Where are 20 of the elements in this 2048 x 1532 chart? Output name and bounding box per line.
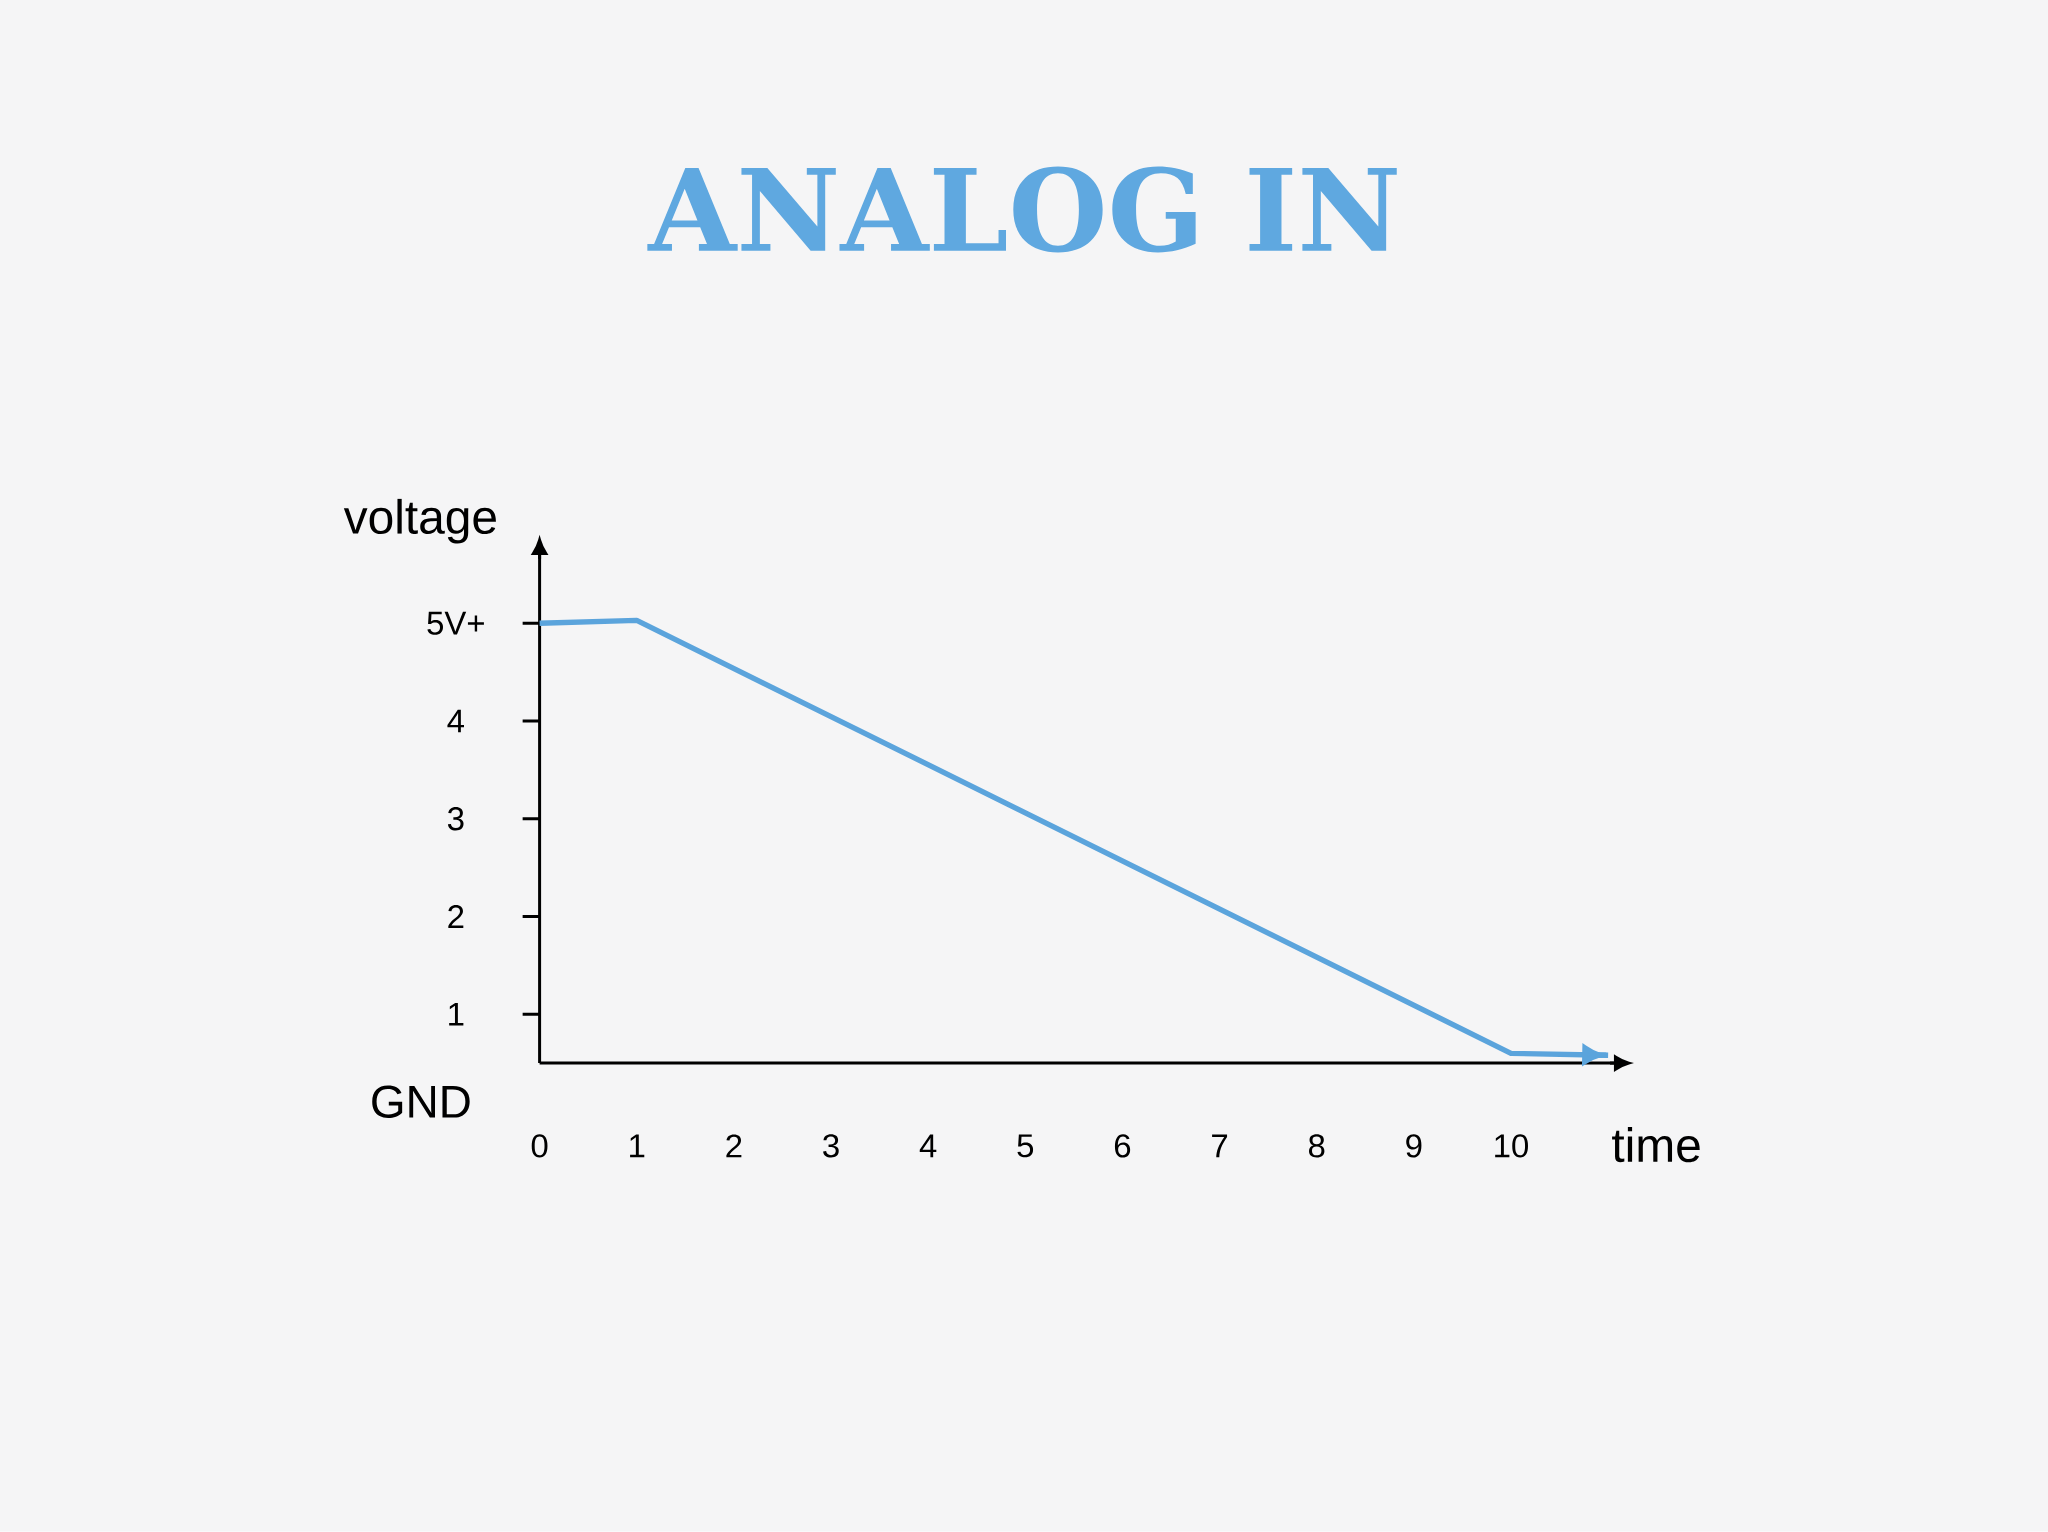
y-tick-label: 3 (447, 807, 464, 831)
x-axis-title: time (1612, 1127, 1700, 1163)
x-tick-label: 4 (919, 1134, 937, 1158)
x-tick-label: 8 (1308, 1134, 1325, 1158)
x-tick-label: 9 (1406, 1134, 1422, 1158)
x-tick-label: 3 (823, 1134, 839, 1158)
x-tick-label: 10 (1495, 1134, 1528, 1158)
x-tick-label: 2 (726, 1134, 742, 1158)
y-axis-title: voltage (343, 498, 496, 544)
y-tick-label: 5V+ (427, 611, 484, 635)
x-tick-label: 0 (531, 1134, 548, 1158)
y-tick-label: 2 (448, 905, 464, 929)
x-tick-label: 6 (1114, 1134, 1131, 1158)
y-tick-label: 4 (447, 709, 464, 733)
chart-title: ANALOG IN (647, 166, 1397, 253)
text: GND (372, 1085, 470, 1119)
x-tick-label: 7 (1212, 1134, 1228, 1158)
y-tick-label: 1 (449, 1002, 464, 1026)
x-tick-label: 5 (1017, 1134, 1034, 1158)
x-tick-label: 1 (630, 1134, 645, 1158)
